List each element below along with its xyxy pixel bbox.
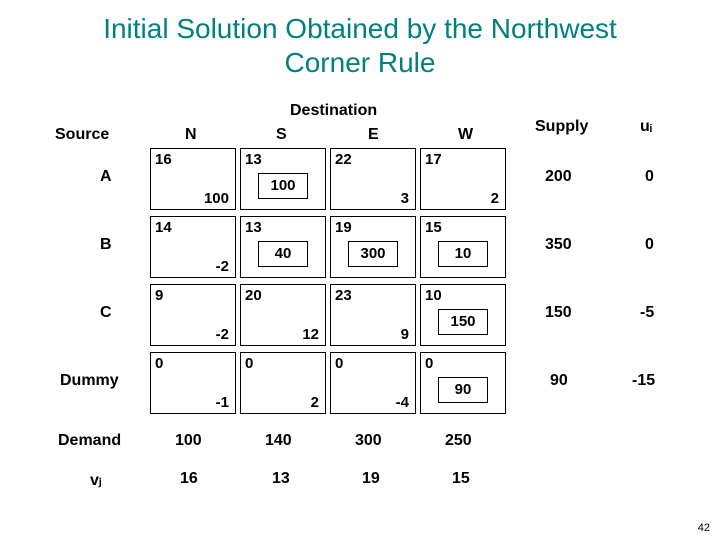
cost-A-S: 13 xyxy=(245,151,262,168)
alloc-A-W: 2 xyxy=(491,190,499,207)
title-line2: Corner Rule xyxy=(285,47,436,78)
cell-Dummy-E: 0 -4 xyxy=(330,352,416,414)
ui-B: 0 xyxy=(645,236,654,254)
cost-C-E: 23 xyxy=(335,287,352,304)
box-A-S: 100 xyxy=(258,173,308,199)
destination-label: Destination xyxy=(290,102,377,120)
vj-label: vⱼ xyxy=(90,470,102,490)
col-header-E: E xyxy=(368,126,379,144)
cell-B-E: 19 300 xyxy=(330,216,416,278)
alloc-C-N: -2 xyxy=(216,326,229,343)
page-number: 42 xyxy=(698,522,710,534)
ui-C: -5 xyxy=(640,304,654,322)
demand-E: 300 xyxy=(355,432,382,450)
source-header: Source xyxy=(55,126,109,144)
supply-Dummy: 90 xyxy=(550,372,568,390)
supply-A: 200 xyxy=(545,168,572,186)
alloc-Dummy-E: -4 xyxy=(396,394,409,411)
cost-A-N: 16 xyxy=(155,151,172,168)
cell-C-E: 23 9 xyxy=(330,284,416,346)
box-C-W: 150 xyxy=(438,309,488,335)
vj-W: 15 xyxy=(452,470,470,488)
box-Dummy-W: 90 xyxy=(438,377,488,403)
ui-header: uᵢ xyxy=(640,118,652,136)
cost-C-S: 20 xyxy=(245,287,262,304)
row-label-A: A xyxy=(100,168,112,186)
vj-N: 16 xyxy=(180,470,198,488)
demand-label: Demand xyxy=(58,432,121,450)
cost-A-E: 22 xyxy=(335,151,352,168)
alloc-C-S: 12 xyxy=(302,326,319,343)
cell-C-N: 9 -2 xyxy=(150,284,236,346)
cell-A-E: 22 3 xyxy=(330,148,416,210)
demand-W: 250 xyxy=(445,432,472,450)
row-label-B: B xyxy=(100,236,112,254)
cost-B-E: 19 xyxy=(335,219,352,236)
cell-C-S: 20 12 xyxy=(240,284,326,346)
cost-B-W: 15 xyxy=(425,219,442,236)
box-B-S: 40 xyxy=(258,241,308,267)
supply-header: Supply xyxy=(535,118,588,136)
alloc-C-E: 9 xyxy=(401,326,409,343)
cell-Dummy-S: 0 2 xyxy=(240,352,326,414)
vj-S: 13 xyxy=(272,470,290,488)
supply-B: 350 xyxy=(545,236,572,254)
cost-B-S: 13 xyxy=(245,219,262,236)
alloc-A-N: 100 xyxy=(204,190,229,207)
cell-B-N: 14 -2 xyxy=(150,216,236,278)
alloc-Dummy-S: 2 xyxy=(311,394,319,411)
cell-Dummy-W: 0 90 xyxy=(420,352,506,414)
row-label-C: C xyxy=(100,304,112,322)
cell-A-W: 17 2 xyxy=(420,148,506,210)
box-B-E: 300 xyxy=(348,241,398,267)
ui-A: 0 xyxy=(645,168,654,186)
cell-B-S: 13 40 xyxy=(240,216,326,278)
alloc-A-E: 3 xyxy=(401,190,409,207)
vj-E: 19 xyxy=(362,470,380,488)
cost-B-N: 14 xyxy=(155,219,172,236)
page-title: Initial Solution Obtained by the Northwe… xyxy=(0,0,720,79)
cell-Dummy-N: 0 -1 xyxy=(150,352,236,414)
demand-N: 100 xyxy=(175,432,202,450)
title-line1: Initial Solution Obtained by the Northwe… xyxy=(103,13,617,44)
col-header-N: N xyxy=(185,126,197,144)
box-B-W: 10 xyxy=(438,241,488,267)
col-header-W: W xyxy=(458,126,473,144)
cost-Dummy-S: 0 xyxy=(245,355,253,372)
ui-Dummy: -15 xyxy=(632,372,655,390)
cost-Dummy-E: 0 xyxy=(335,355,343,372)
cell-B-W: 15 10 xyxy=(420,216,506,278)
cost-A-W: 17 xyxy=(425,151,442,168)
cost-C-W: 10 xyxy=(425,287,442,304)
cell-A-S: 13 100 xyxy=(240,148,326,210)
row-label-Dummy: Dummy xyxy=(60,372,119,390)
cell-C-W: 10 150 xyxy=(420,284,506,346)
alloc-Dummy-N: -1 xyxy=(216,394,229,411)
demand-S: 140 xyxy=(265,432,292,450)
supply-C: 150 xyxy=(545,304,572,322)
cost-Dummy-N: 0 xyxy=(155,355,163,372)
cost-Dummy-W: 0 xyxy=(425,355,433,372)
cost-C-N: 9 xyxy=(155,287,163,304)
cell-A-N: 16 100 xyxy=(150,148,236,210)
col-header-S: S xyxy=(276,126,287,144)
alloc-B-N: -2 xyxy=(216,258,229,275)
